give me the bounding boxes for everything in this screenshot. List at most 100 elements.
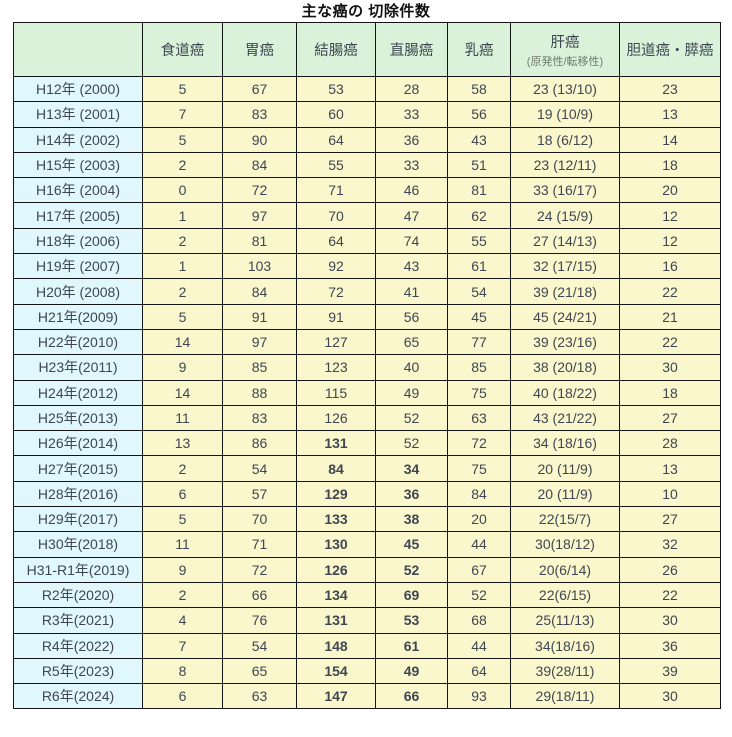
value-cell: 14 bbox=[142, 379, 223, 406]
year-cell: H24年(2012) bbox=[13, 379, 143, 406]
value-cell: 65 bbox=[375, 328, 448, 356]
value-cell: 84 bbox=[447, 480, 511, 508]
table-row: H26年(2014) 13 86 131 52 72 34 (18/16) 28 bbox=[13, 430, 721, 457]
value-cell: 70 bbox=[296, 202, 376, 229]
table-row: H27年(2015) 2 54 84 34 75 20 (11/9) 13 bbox=[13, 455, 721, 482]
value-cell: 5 bbox=[142, 303, 223, 330]
column-label: 乳癌 bbox=[464, 43, 494, 59]
value-cell: 148 bbox=[296, 632, 376, 659]
year-cell: R2年(2020) bbox=[13, 581, 143, 609]
value-cell: 65 bbox=[222, 657, 297, 685]
value-cell: 32 (17/15) bbox=[510, 253, 620, 280]
value-cell: 0 bbox=[142, 177, 223, 204]
value-cell: 18 bbox=[619, 151, 721, 179]
value-cell: 93 bbox=[447, 683, 511, 710]
value-cell: 13 bbox=[142, 430, 223, 457]
year-cell: H26年(2014) bbox=[13, 430, 143, 457]
value-cell: 22 bbox=[619, 328, 721, 356]
year-cell: H16年 (2004) bbox=[13, 177, 143, 204]
value-cell: 44 bbox=[447, 632, 511, 659]
value-cell: 47 bbox=[375, 202, 448, 229]
value-cell: 92 bbox=[296, 253, 376, 280]
value-cell: 18 bbox=[619, 379, 721, 406]
value-cell: 23 (13/10) bbox=[510, 75, 620, 103]
value-cell: 72 bbox=[222, 556, 297, 583]
value-cell: 126 bbox=[296, 556, 376, 583]
value-cell: 84 bbox=[296, 455, 376, 482]
table-row: H12年 (2000) 5 67 53 28 58 23 (13/10) 23 bbox=[13, 75, 721, 103]
column-label: 結腸癌 bbox=[314, 43, 358, 59]
value-cell: 52 bbox=[375, 430, 448, 457]
value-cell: 75 bbox=[447, 455, 511, 482]
value-cell: 64 bbox=[447, 657, 511, 685]
value-cell: 61 bbox=[447, 253, 511, 280]
value-cell: 53 bbox=[296, 75, 376, 103]
year-cell: H23年(2011) bbox=[13, 354, 143, 381]
value-cell: 20 (11/9) bbox=[510, 455, 620, 482]
year-cell: H14年 (2002) bbox=[13, 126, 143, 153]
table-row: H20年 (2008) 2 84 72 41 54 39 (21/18) 22 bbox=[13, 278, 721, 305]
value-cell: 33 bbox=[375, 151, 448, 179]
year-cell: H30年(2018) bbox=[13, 531, 143, 558]
column-header: 結腸癌 bbox=[296, 22, 376, 77]
value-cell: 55 bbox=[447, 227, 511, 255]
value-cell: 13 bbox=[619, 455, 721, 482]
value-cell: 2 bbox=[142, 151, 223, 179]
value-cell: 7 bbox=[142, 101, 223, 128]
value-cell: 70 bbox=[222, 506, 297, 533]
value-cell: 77 bbox=[447, 328, 511, 356]
year-cell: H22年(2010) bbox=[13, 328, 143, 356]
value-cell: 81 bbox=[222, 227, 297, 255]
table-row: R5年(2023) 8 65 154 49 64 39(28/11) 39 bbox=[13, 657, 721, 685]
value-cell: 123 bbox=[296, 354, 376, 381]
value-cell: 53 bbox=[375, 607, 448, 634]
table-row: R4年(2022) 7 54 148 61 44 34(18/16) 36 bbox=[13, 632, 721, 659]
value-cell: 55 bbox=[296, 151, 376, 179]
column-label: 肝癌 bbox=[550, 34, 580, 51]
value-cell: 38 (20/18) bbox=[510, 354, 620, 381]
column-header: 胃癌 bbox=[222, 22, 297, 77]
year-cell: R5年(2023) bbox=[13, 657, 143, 685]
value-cell: 72 bbox=[222, 177, 297, 204]
value-cell: 57 bbox=[222, 480, 297, 508]
value-cell: 5 bbox=[142, 75, 223, 103]
value-cell: 36 bbox=[619, 632, 721, 659]
value-cell: 54 bbox=[222, 632, 297, 659]
value-cell: 22 bbox=[619, 581, 721, 609]
value-cell: 6 bbox=[142, 683, 223, 710]
value-cell: 1 bbox=[142, 202, 223, 229]
value-cell: 30 bbox=[619, 354, 721, 381]
value-cell: 75 bbox=[447, 379, 511, 406]
value-cell: 134 bbox=[296, 581, 376, 609]
table-row: R3年(2021) 4 76 131 53 68 25(11/13) 30 bbox=[13, 607, 721, 634]
column-label: 食道癌 bbox=[160, 43, 205, 59]
value-cell: 22(6/15) bbox=[510, 581, 620, 609]
value-cell: 20(6/14) bbox=[510, 556, 620, 583]
value-cell: 45 (24/21) bbox=[510, 303, 620, 330]
value-cell: 5 bbox=[142, 126, 223, 153]
header-row: 食道癌 胃癌 結腸癌 直腸癌 乳癌 肝癌 (原発性/転移性) 胆道癌・膵癌 bbox=[13, 22, 721, 77]
value-cell: 43 (21/22) bbox=[510, 404, 620, 432]
value-cell: 147 bbox=[296, 683, 376, 710]
value-cell: 69 bbox=[375, 581, 448, 609]
column-header: 肝癌 (原発性/転移性) bbox=[510, 22, 620, 77]
value-cell: 20 bbox=[447, 506, 511, 533]
table-row: H18年 (2006) 2 81 64 74 55 27 (14/13) 12 bbox=[13, 227, 721, 255]
value-cell: 126 bbox=[296, 404, 376, 432]
value-cell: 9 bbox=[142, 354, 223, 381]
column-label: 直腸癌 bbox=[389, 43, 434, 59]
value-cell: 14 bbox=[142, 328, 223, 356]
value-cell: 43 bbox=[447, 126, 511, 153]
value-cell: 130 bbox=[296, 531, 376, 558]
value-cell: 56 bbox=[375, 303, 448, 330]
value-cell: 39 bbox=[619, 657, 721, 685]
value-cell: 49 bbox=[375, 379, 448, 406]
value-cell: 67 bbox=[447, 556, 511, 583]
value-cell: 91 bbox=[296, 303, 376, 330]
value-cell: 6 bbox=[142, 480, 223, 508]
year-cell: H21年(2009) bbox=[13, 303, 143, 330]
value-cell: 88 bbox=[222, 379, 297, 406]
value-cell: 26 bbox=[619, 556, 721, 583]
value-cell: 36 bbox=[375, 480, 448, 508]
table-row: H21年(2009) 5 91 91 56 45 45 (24/21) 21 bbox=[13, 303, 721, 330]
